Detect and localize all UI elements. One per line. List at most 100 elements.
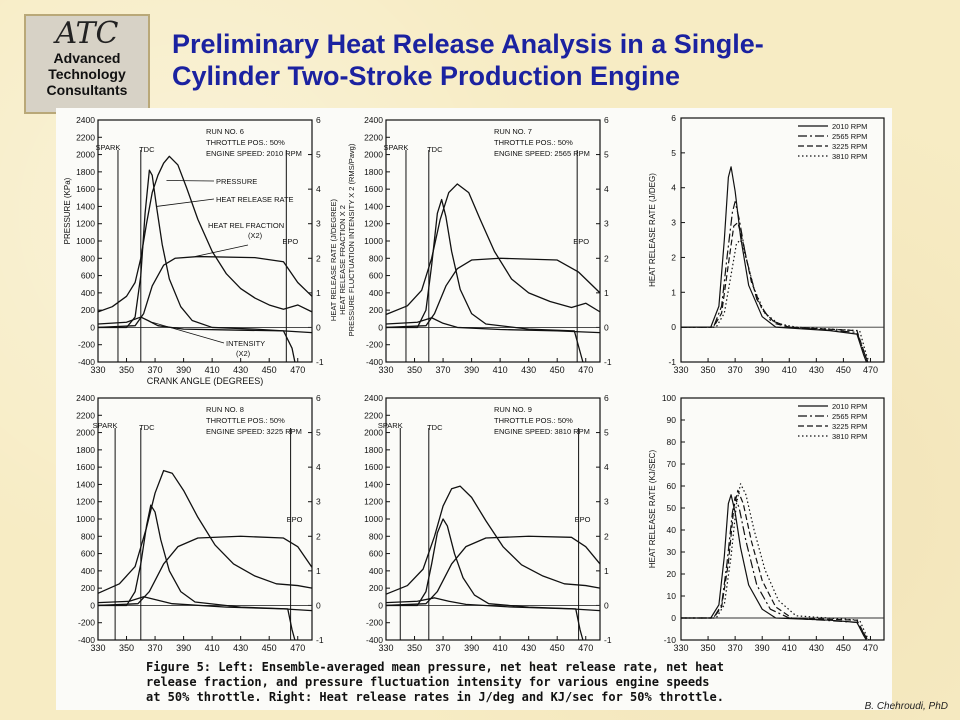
figure-caption: Figure 5: Left: Ensemble-averaged mean p…	[146, 660, 886, 705]
y-tick-label: 400	[369, 288, 383, 298]
legend-label: 2565 RPM	[832, 132, 867, 141]
y-tick-label: 1200	[364, 497, 383, 507]
x-tick-label: 330	[673, 643, 688, 653]
tdc-label: TDC	[427, 145, 443, 154]
x-tick-label: 390	[464, 643, 479, 653]
y-tick-label: 600	[369, 549, 383, 559]
y-tick-label: 5	[671, 148, 676, 158]
y-tick-label: 4	[671, 183, 676, 193]
x-tick-label: 450	[262, 365, 277, 375]
x-tick-label: 410	[205, 365, 220, 375]
epo-label: EPO	[282, 237, 298, 246]
spark-label: SPARK	[96, 143, 121, 152]
y2-tick-label: -1	[604, 357, 612, 367]
intensity-curve	[97, 596, 313, 612]
y-tick-label: -200	[78, 618, 95, 628]
y-tick-label: 2000	[76, 150, 95, 160]
x-tick-label: 390	[464, 365, 479, 375]
pressure-annotation: PRESSURE	[216, 177, 257, 186]
pressure-leader	[166, 180, 215, 182]
epo-label: EPO	[575, 515, 591, 524]
run-info-line: RUN NO. 6	[206, 127, 244, 136]
x-tick-label: 350	[119, 365, 134, 375]
chart-left-bottom: 330 350 370 390 410 430 450 470-400-20002004006…	[76, 393, 324, 653]
y-tick-label: 1400	[76, 479, 95, 489]
spark-label: SPARK	[384, 143, 409, 152]
y-tick-label: 2	[671, 252, 676, 262]
intensity-curve	[385, 317, 601, 334]
y-tick-label: 600	[81, 549, 95, 559]
x-tick-label: 470	[863, 643, 878, 653]
legend-label: 3810 RPM	[832, 432, 867, 441]
y-tick-label: -10	[664, 635, 677, 645]
chart-right-bottom: 330 350 370 390 410 430 450 470 -10 0 10 20 30 40 50 60…	[648, 393, 885, 653]
y-tick-label: 0	[90, 600, 95, 610]
y-tick-label: 1200	[76, 219, 95, 229]
hrr-leader	[156, 198, 215, 207]
x-tick-label: 330	[90, 643, 105, 653]
x-tick-label: 470	[578, 365, 593, 375]
x-tick-label: 410	[782, 643, 797, 653]
y-tick-label: 1000	[76, 236, 95, 246]
y-tick-label: 2000	[76, 428, 95, 438]
x-tick-label: 410	[782, 365, 797, 375]
pressure-curve	[385, 485, 601, 595]
y-tick-label: 100	[662, 393, 676, 403]
intensity-curve	[385, 597, 601, 612]
x-tick-label: 330	[378, 365, 393, 375]
y2-tick-label: 6	[604, 115, 609, 125]
logo-line-1: Advanced	[53, 50, 121, 66]
figure-svg: 330 350 370 390 410 430 450 470-400-20002004006…	[63, 113, 885, 653]
x-axis-label: CRANK ANGLE (DEGREES)	[147, 376, 264, 386]
y-tick-label: 20	[667, 569, 677, 579]
y2-tick-label: 3	[316, 219, 321, 229]
y-tick-label: -200	[366, 340, 383, 350]
company-logo: ATC Advanced Technology Consultants	[24, 14, 150, 114]
x-tick-label: 350	[407, 643, 422, 653]
tdc-label: TDC	[427, 423, 443, 432]
y2-tick-label: 2	[316, 531, 321, 541]
x-tick-label: 350	[407, 365, 422, 375]
x-tick-label: 470	[863, 365, 878, 375]
pressure-curve	[385, 183, 601, 316]
spark-label: SPARK	[378, 421, 403, 430]
y2-tick-label: 4	[316, 184, 321, 194]
run-info-line: ENGINE SPEED: 2565 RPM	[494, 149, 590, 158]
y2-axis-label: HEAT RELEASE RATE (J/DEGREE)	[329, 198, 338, 321]
run-info-line: THROTTLE POS.: 50%	[206, 138, 285, 147]
caption-line-3: at 50% throttle. Right: Heat release rat…	[146, 690, 724, 704]
y2-tick-label: 1	[316, 288, 321, 298]
intensity-scale-annotation: (X2)	[236, 349, 251, 358]
chart-middle-top: 330 350 370 390 410 430 450 470-400-20002004006…	[364, 115, 612, 375]
heat-release-rate-curve	[98, 169, 296, 363]
y2-tick-label: 0	[316, 322, 321, 332]
y-tick-label: 1600	[364, 462, 383, 472]
x-tick-label: 450	[836, 365, 851, 375]
y-tick-label: 1000	[364, 236, 383, 246]
x-tick-label: 430	[521, 365, 536, 375]
y2-tick-label: -1	[604, 635, 612, 645]
x-tick-label: 390	[176, 643, 191, 653]
y-tick-label: 1400	[76, 201, 95, 211]
chart-left-top: 330 350 370 390 410 430 450 470-400-20002004006…	[63, 115, 356, 386]
y2-tick-label: 0	[604, 322, 609, 332]
y-tick-label: 1400	[364, 201, 383, 211]
series-3225-rpm	[681, 489, 869, 641]
y-tick-label: 1000	[364, 514, 383, 524]
x-tick-label: 390	[755, 365, 770, 375]
run-info-line: THROTTLE POS.: 50%	[494, 416, 573, 425]
y-tick-label: 2400	[364, 393, 383, 403]
y-tick-label: 2200	[364, 132, 383, 142]
y-tick-label: 800	[81, 531, 95, 541]
x-tick-label: 430	[809, 365, 824, 375]
pressure-curve	[97, 155, 313, 313]
y-tick-label: 3	[671, 218, 676, 228]
y-tick-label: 400	[369, 566, 383, 576]
x-tick-label: 450	[550, 365, 565, 375]
x-tick-label: 390	[176, 365, 191, 375]
y-tick-label: 0	[378, 322, 383, 332]
y2-tick-label: 3	[604, 497, 609, 507]
intensity-annotation: INTENSITY	[226, 339, 265, 348]
y-tick-label: 400	[81, 288, 95, 298]
epo-label: EPO	[287, 515, 303, 524]
